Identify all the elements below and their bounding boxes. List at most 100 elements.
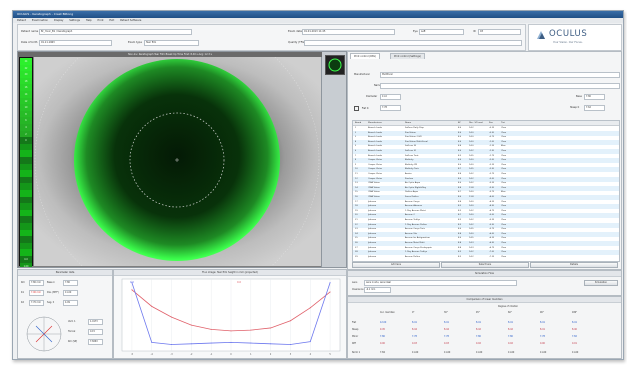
table-cell: 8.5: [458, 255, 462, 258]
quality-input[interactable]: [304, 40, 522, 46]
col-pwr[interactable]: Pwr: [489, 122, 493, 124]
simulation-clearance-value[interactable]: -0.1 mm: [364, 287, 391, 293]
col-manufacturer[interactable]: Manufacturer: [368, 122, 382, 124]
image-view-header: Non-Inv. Keratograph Tear Film Break Up …: [18, 52, 322, 57]
flatk-input[interactable]: 7.78: [380, 105, 401, 111]
select-lens-button[interactable]: Select lens: [441, 262, 529, 268]
simulation-lens-value[interactable]: Lens in situ, Lens ideal: [364, 280, 517, 286]
table-row[interactable]: 27 Johnson Acuvue Oasys Presbyopia 8.4 14.3 -…: [353, 246, 619, 251]
lens-database-panel: Print control (RSS) Print control (Setti…: [347, 51, 622, 270]
menu-patient-software[interactable]: Patient Software: [120, 19, 142, 22]
table-row[interactable]: 21 Johnson Acuvue TruEye 8.5 14.2 -5.25 Clear: [353, 218, 619, 223]
menu-exit[interactable]: Exit: [109, 19, 115, 22]
param-dia-value[interactable]: 11.00: [63, 290, 78, 296]
steepk-input[interactable]: 7.62: [584, 105, 605, 111]
table-row[interactable]: 20 Johnson Acuvue 2 8.7 14.0 -5.00 Clear: [353, 213, 619, 219]
diameter-input[interactable]: 11.0: [380, 94, 401, 100]
table-cell: Johnson: [368, 214, 377, 217]
menu-print[interactable]: Print: [97, 19, 104, 22]
table-row[interactable]: 26 Johnson Acuvue Moist Multi 8.4 14.3 -6.50 C…: [353, 241, 619, 246]
col-bc[interactable]: BC: [458, 122, 461, 124]
param-rm-label: Rm: [21, 281, 25, 284]
details-button[interactable]: Details: [530, 262, 618, 268]
col-dia[interactable]: Dia. / Ø (mm): [469, 122, 484, 124]
exam-date-input[interactable]: 01.01.2013 11:45: [302, 29, 395, 35]
table-row[interactable]: 13 CIBA Vision Air Optix Aqua 8.6 14.2 -3.25 C…: [353, 181, 619, 186]
comparison-col-header: 0°: [412, 311, 415, 314]
param-sag-value[interactable]: 4.09: [63, 300, 78, 306]
tab-print-control-rss[interactable]: Print control (RSS): [350, 53, 380, 59]
table-row[interactable]: 14 CIBA Vision Air Optix Night&Day 8.4 13.8 -…: [353, 185, 619, 191]
col-brand[interactable]: Brand: [355, 122, 362, 124]
menu-display[interactable]: Display: [53, 19, 64, 22]
param-k2-value[interactable]: 7.70 mm: [29, 300, 44, 306]
table-row[interactable]: 4 Bausch Lomb PureVision Multi-Focal 8.6 14.…: [353, 139, 619, 145]
chart-point: [250, 342, 252, 344]
menu-help[interactable]: Help: [85, 19, 92, 22]
table-cell: 8.5: [458, 154, 462, 157]
manufacturer-select[interactable]: Multifocal: [380, 72, 620, 78]
table-row[interactable]: 22 Johnson 1-Day Acuvue Define 8.5 14.2 -5.50…: [353, 222, 619, 228]
flatk-checkbox[interactable]: [354, 106, 359, 111]
table-row[interactable]: 5 Bausch Lomb SofLens 38 8.4 14.0 -1.25 Blue: [353, 144, 619, 149]
tab-print-control-settings[interactable]: Print control (Settings): [390, 53, 425, 59]
dob-input[interactable]: 01.11.1963: [39, 40, 112, 46]
table-row[interactable]: 23 Johnson Acuvue Oasys Toric 8.6 14.5 -5.75 C…: [353, 227, 619, 232]
comparison-cell: 0.02: [476, 342, 481, 345]
comparison-cell: 0.02: [508, 342, 513, 345]
table-cell: SofLens 38: [405, 145, 417, 148]
eye-image[interactable]: [34, 57, 321, 266]
cross-torical-value[interactable]: 0.15: [88, 329, 103, 335]
table-row[interactable]: 19 Johnson 1-Day Acuvue Moist 8.5 14.2 -4.75 C…: [353, 209, 619, 214]
col-name[interactable]: Name: [405, 122, 412, 124]
table-cell: 1-Day Acuvue Define: [405, 223, 427, 226]
menu-settings[interactable]: Settings: [69, 19, 80, 22]
id-input[interactable]: 03: [478, 29, 521, 35]
table-cell: 1: [355, 127, 357, 129]
comparison-col-header: 90°: [540, 311, 544, 314]
table-row[interactable]: 28 Johnson 1-Day Acuvue TruEye 8.5 14.2 -7.00…: [353, 250, 619, 256]
table-row[interactable]: 2 Bausch Lomb PureVision 8.6 14.0 -0.50 Clear: [353, 130, 619, 136]
param-k1-value[interactable]: 7.90 mm: [29, 290, 44, 296]
table-cell: 14.5: [469, 228, 474, 231]
table-row[interactable]: 6 Bausch Lomb SofLens 59 8.6 14.2 -1.50 Clear: [353, 149, 619, 154]
table-row[interactable]: 16 CIBA Vision Focus Dailies 8.6 13.8 -4.00 Cl…: [353, 195, 619, 200]
scale-cell: 14: [20, 91, 32, 98]
table-row[interactable]: 12 Cooper Vision Proclear 8.6 14.2 -3.00 Clear: [353, 176, 619, 182]
table-cell: 8: [355, 159, 357, 162]
eye-input[interactable]: Left: [419, 29, 464, 35]
menu-patient[interactable]: Patient: [17, 19, 27, 22]
simulation-button[interactable]: Simulation: [584, 280, 618, 286]
col-tint[interactable]: Tint: [501, 122, 505, 124]
table-row[interactable]: 3 Bausch Lomb PureVision 2 HD 8.6 14.0 -0.75 C…: [353, 135, 619, 140]
name-select[interactable]: [380, 83, 620, 89]
table-row[interactable]: 17 Johnson Acuvue Oasys 8.4 14.0 -4.25 Clear: [353, 200, 619, 205]
chart-point: [309, 341, 311, 343]
param-rm-value[interactable]: 7.80 mm: [29, 280, 44, 286]
table-row[interactable]: 29 Johnson Acuvue Define 8.5 14.2 -7.25 Clear: [353, 255, 619, 260]
table-row[interactable]: 15 CIBA Vision Dailies Aqua 8.7 14.0 -3.75 Blu…: [353, 190, 619, 195]
table-row[interactable]: 7 Bausch Lomb SofLens Toric 8.5 14.5 -1.75 Cle…: [353, 154, 619, 159]
table-row[interactable]: 11 Cooper Vision Avaira 8.4 14.2 -2.75 Clear: [353, 172, 619, 177]
menu-examination[interactable]: Examination: [31, 19, 49, 22]
image-thumbnail[interactable]: [325, 55, 345, 75]
cross-vert-value[interactable]: 1.0173: [88, 319, 103, 325]
table-cell: Proclear: [405, 177, 414, 180]
patient-name-input[interactable]: Br_Yovic_B1 / Keratograph: [39, 29, 192, 35]
base-input[interactable]: 7.80: [584, 94, 605, 100]
add-lens-button[interactable]: Add lens: [352, 262, 440, 268]
table-row[interactable]: 10 Cooper Vision Biofinity Toric 8.7 14.5 -2.…: [353, 167, 619, 173]
table-cell: PureVision Multi-Focal: [405, 140, 428, 143]
chart-point: [151, 341, 153, 343]
table-row[interactable]: 25 Johnson Acuvue for Astigmatism 8.6 14.5 -6…: [353, 236, 619, 241]
comparison-cell: 8.44: [412, 328, 417, 331]
cross-rmsp-value[interactable]: 7.8263: [88, 339, 103, 345]
param-basek-value[interactable]: 7.80: [63, 280, 78, 286]
table-row[interactable]: 18 Johnson Acuvue Advance 8.3 14.0 -4.50 Clear: [353, 204, 619, 210]
table-row[interactable]: 8 Cooper Vision Biofinity 8.6 14.0 -2.00 Clear: [353, 158, 619, 164]
table-row[interactable]: 1 Bausch Lomb Soflens Daily Disp. 8.6 14.2 -0…: [353, 126, 619, 131]
exam-type-input[interactable]: Tear film: [144, 40, 199, 46]
table-row[interactable]: 24 Johnson Acuvue Vita 8.4 14.0 -6.00 Clear: [353, 231, 619, 237]
table-row[interactable]: 9 Cooper Vision Biofinity XR 8.6 14.0 -2.25 Cl…: [353, 163, 619, 168]
table-cell: 14.0: [469, 159, 474, 162]
